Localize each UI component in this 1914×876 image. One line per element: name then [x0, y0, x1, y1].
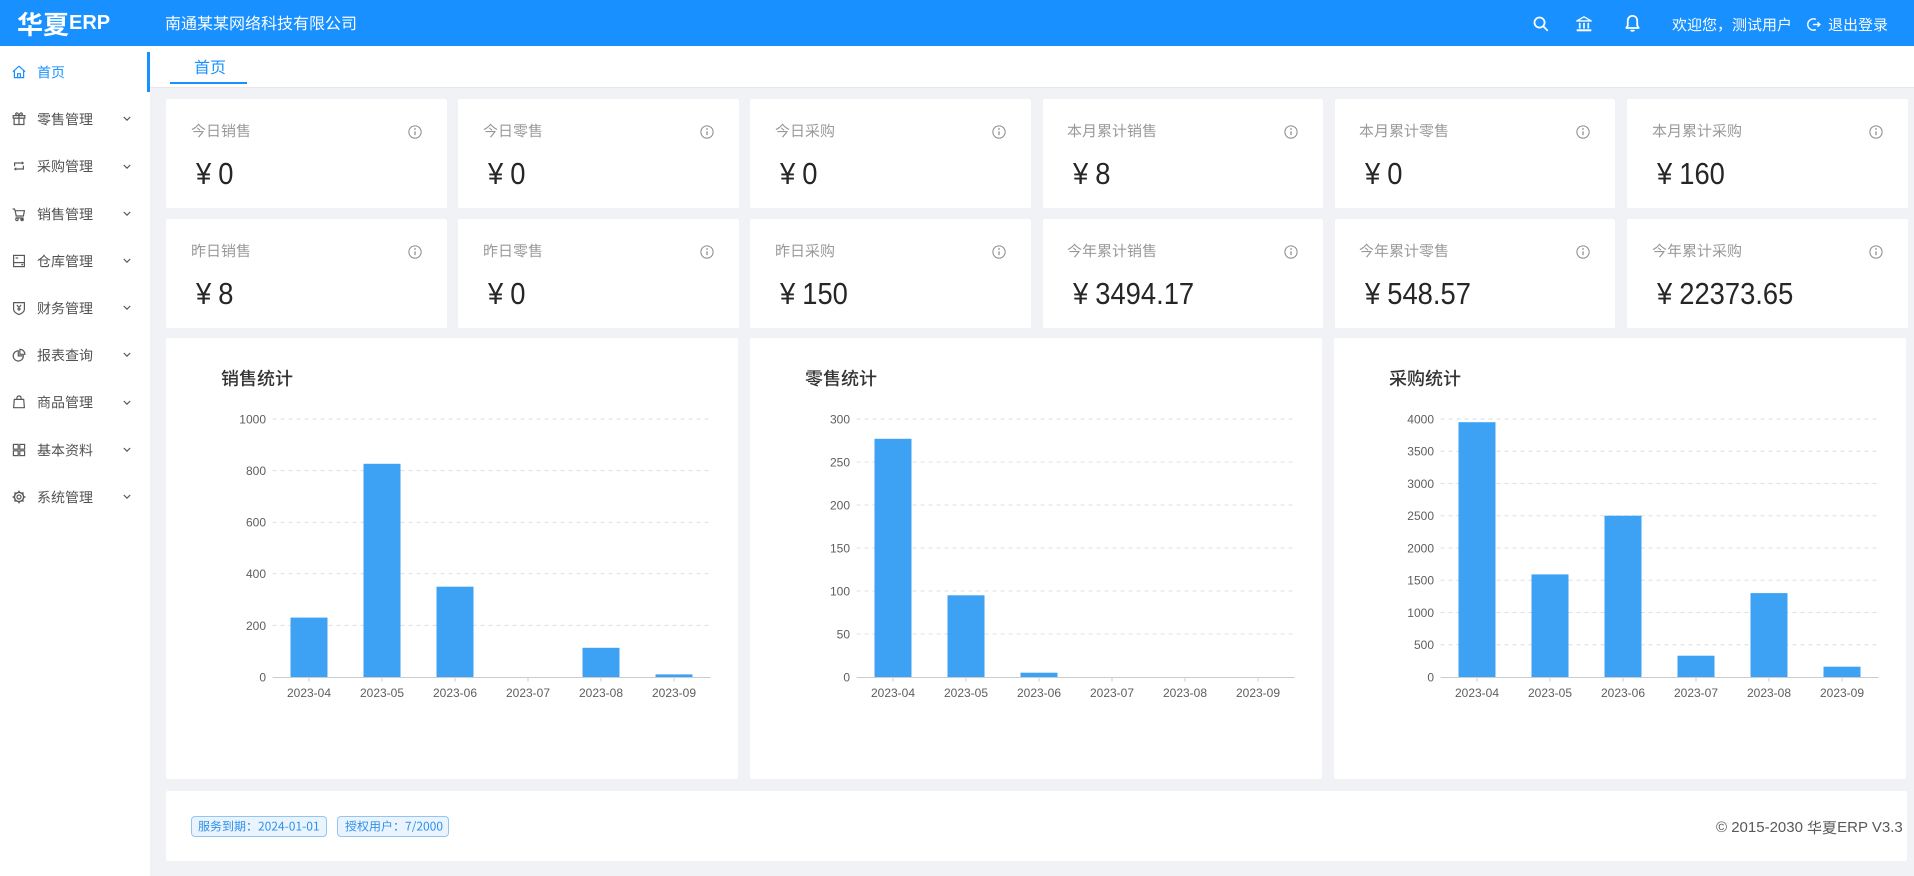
- svg-text:2023-05: 2023-05: [944, 686, 988, 700]
- svg-text:200: 200: [246, 619, 266, 633]
- svg-text:2023-09: 2023-09: [1820, 686, 1864, 700]
- svg-text:3000: 3000: [1407, 477, 1434, 491]
- svg-text:2023-05: 2023-05: [1528, 686, 1572, 700]
- svg-text:0: 0: [259, 670, 266, 684]
- svg-text:2023-04: 2023-04: [287, 686, 331, 700]
- svg-text:50: 50: [837, 627, 851, 641]
- svg-text:2023-08: 2023-08: [579, 686, 623, 700]
- svg-text:2023-09: 2023-09: [1236, 686, 1280, 700]
- svg-text:3500: 3500: [1407, 445, 1434, 459]
- svg-text:2023-07: 2023-07: [506, 686, 550, 700]
- svg-text:600: 600: [246, 516, 266, 530]
- svg-text:1000: 1000: [1407, 606, 1434, 620]
- svg-text:2023-08: 2023-08: [1163, 686, 1207, 700]
- svg-text:500: 500: [1414, 638, 1434, 652]
- svg-text:2023-06: 2023-06: [433, 686, 477, 700]
- svg-text:400: 400: [246, 567, 266, 581]
- svg-text:2023-09: 2023-09: [652, 686, 696, 700]
- svg-text:2023-07: 2023-07: [1090, 686, 1134, 700]
- svg-text:2023-04: 2023-04: [1455, 686, 1499, 700]
- svg-text:800: 800: [246, 464, 266, 478]
- svg-text:2023-08: 2023-08: [1747, 686, 1791, 700]
- svg-text:2023-06: 2023-06: [1601, 686, 1645, 700]
- svg-text:100: 100: [830, 584, 850, 598]
- svg-text:1500: 1500: [1407, 574, 1434, 588]
- svg-text:4000: 4000: [1407, 412, 1434, 426]
- svg-text:0: 0: [843, 670, 850, 684]
- svg-text:2023-07: 2023-07: [1674, 686, 1718, 700]
- svg-text:200: 200: [830, 498, 850, 512]
- svg-text:2500: 2500: [1407, 509, 1434, 523]
- svg-text:300: 300: [830, 412, 850, 426]
- svg-text:2023-06: 2023-06: [1017, 686, 1061, 700]
- svg-text:150: 150: [830, 541, 850, 555]
- svg-text:0: 0: [1427, 670, 1434, 684]
- svg-text:1000: 1000: [239, 412, 266, 426]
- svg-text:2023-05: 2023-05: [360, 686, 404, 700]
- svg-text:2023-04: 2023-04: [871, 686, 915, 700]
- svg-text:250: 250: [830, 455, 850, 469]
- svg-text:2000: 2000: [1407, 541, 1434, 555]
